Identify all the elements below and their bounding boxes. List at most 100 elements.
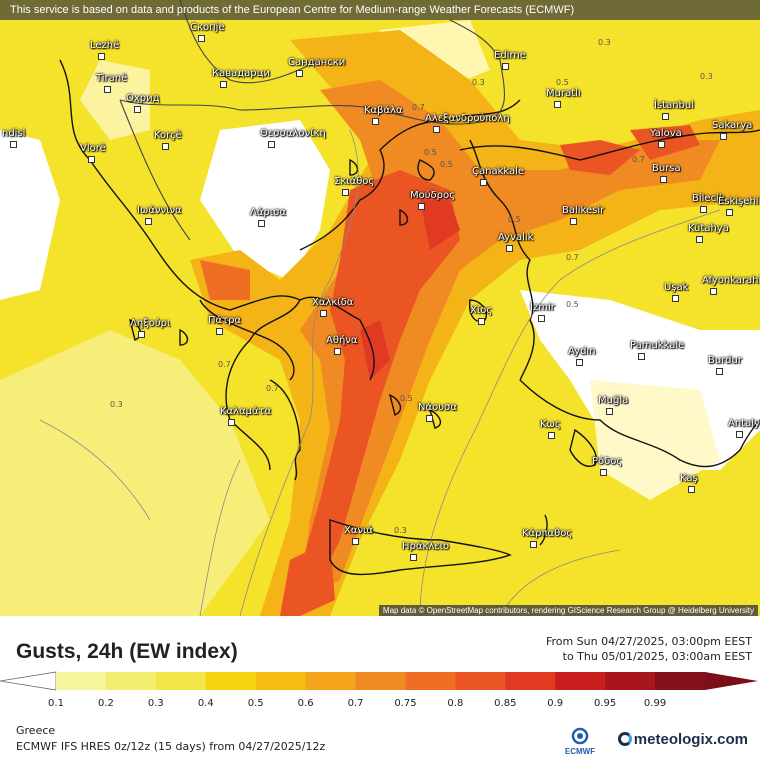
contour-value-label: 0.3 — [110, 400, 123, 409]
contour-value-label: 0.5 — [424, 148, 437, 157]
legend-bin — [105, 672, 157, 690]
city-marker — [372, 118, 379, 125]
city-marker — [502, 63, 509, 70]
city-marker — [736, 431, 743, 438]
city-marker — [145, 218, 152, 225]
city-marker — [600, 469, 607, 476]
city-marker — [433, 126, 440, 133]
city-label: Ιωάννινα — [137, 205, 182, 216]
legend-tick-label: 0.99 — [643, 698, 667, 709]
contour-value-label: 0.5 — [440, 160, 453, 169]
legend-tick-label: 0.5 — [247, 698, 264, 709]
city-label: Vlorë — [80, 143, 106, 154]
contour-value-label: 0.5 — [556, 78, 569, 87]
city-marker — [576, 359, 583, 366]
brand-text: meteologix.com — [633, 731, 748, 748]
map-attribution: Map data © OpenStreetMap contributors, r… — [378, 605, 758, 616]
city-label: Ρόδος — [592, 456, 623, 467]
contour-value-label: 0.7 — [632, 155, 645, 164]
city-label: Ayvalık — [498, 232, 534, 243]
map-title: Gusts, 24h (EW index) — [16, 640, 238, 663]
legend-tick-label: 0.3 — [147, 698, 164, 709]
legend-tick-label: 0.85 — [494, 698, 517, 709]
city-marker — [162, 143, 169, 150]
city-marker — [88, 156, 95, 163]
city-marker — [570, 218, 577, 225]
city-marker — [506, 245, 513, 252]
city-label: Χαλκίδα — [312, 297, 354, 308]
city-marker — [268, 141, 275, 148]
city-label: Eskişehir — [718, 196, 760, 207]
contour-value-label: 0.3 — [394, 526, 407, 535]
forecast-map[interactable]: This service is based on data and produc… — [0, 0, 760, 616]
contour-value-label: 0.7 — [218, 360, 231, 369]
city-marker — [696, 236, 703, 243]
contour-value-label: 0.7 — [412, 103, 425, 112]
city-marker — [104, 86, 111, 93]
city-label: Αλεξανδρούπολη — [425, 113, 510, 124]
legend-bin — [205, 672, 257, 690]
contour-value-label: 0.3 — [472, 78, 485, 87]
city-label: Balıkesir — [562, 205, 605, 216]
city-marker — [606, 408, 613, 415]
city-marker — [258, 220, 265, 227]
legend-bin — [305, 672, 357, 690]
legend-bin — [155, 672, 207, 690]
city-marker — [352, 538, 359, 545]
legend-tick-label: 0.2 — [97, 698, 114, 709]
city-label: Μούδρος — [410, 190, 455, 201]
city-label: Korçë — [154, 130, 182, 141]
city-label: Muğla — [598, 395, 629, 406]
city-label: Ηράκλειο — [402, 541, 450, 552]
city-label: Sakarya — [712, 120, 753, 131]
ecmwf-logo: ECMWF — [565, 727, 595, 756]
city-marker — [658, 141, 665, 148]
city-marker — [700, 206, 707, 213]
city-label: Скопје — [190, 22, 225, 33]
city-label: Yalova — [650, 128, 682, 139]
city-marker — [548, 432, 555, 439]
city-marker — [720, 133, 727, 140]
city-marker — [660, 176, 667, 183]
model-info: ECMWF IFS HRES 0z/12z (15 days) from 04/… — [16, 740, 326, 753]
contour-value-label: 0.5 — [566, 300, 579, 309]
legend-bin — [455, 672, 506, 690]
city-label: İstanbul — [654, 100, 695, 111]
city-marker — [530, 541, 537, 548]
legend-tick-label: 0.6 — [297, 698, 314, 709]
city-marker — [480, 179, 487, 186]
city-marker — [538, 315, 545, 322]
city-marker — [134, 106, 141, 113]
city-label: Αθήνα — [326, 335, 358, 346]
city-marker — [418, 203, 425, 210]
city-marker — [672, 295, 679, 302]
city-label: Afyonkarahisar — [702, 275, 760, 286]
city-label: Καβάλα — [364, 105, 403, 116]
legend-tick-label: 0.4 — [197, 698, 214, 709]
legend-arrow-right — [705, 672, 758, 690]
legend-bin — [505, 672, 556, 690]
map-layer — [0, 0, 760, 616]
legend-tick-label: 0.75 — [394, 698, 417, 709]
city-label: Çanakkale — [472, 166, 525, 177]
legend-bin — [405, 672, 456, 690]
ecmwf-disclaimer-banner: This service is based on data and produc… — [0, 0, 760, 20]
city-marker — [638, 353, 645, 360]
contour-value-label: 0.7 — [266, 384, 279, 393]
legend-bin — [56, 672, 107, 690]
city-label: Edirne — [494, 50, 526, 61]
city-label: İzmir — [530, 302, 555, 313]
meteologix-brand[interactable]: meteologix.com — [617, 731, 748, 748]
ecmwf-logo-text: ECMWF — [565, 747, 595, 756]
city-label: Кавадарци — [212, 68, 270, 79]
city-label: Κάρπαθος — [522, 528, 573, 539]
legend-bin — [655, 672, 706, 690]
region-label: Greece — [16, 724, 56, 737]
city-label: Θεσσαλονίκη — [260, 128, 326, 139]
city-label: Κως — [540, 419, 561, 430]
city-marker — [716, 368, 723, 375]
city-label: Σκιάθος — [334, 176, 375, 187]
city-marker — [138, 331, 145, 338]
city-marker — [554, 101, 561, 108]
city-marker — [688, 486, 695, 493]
